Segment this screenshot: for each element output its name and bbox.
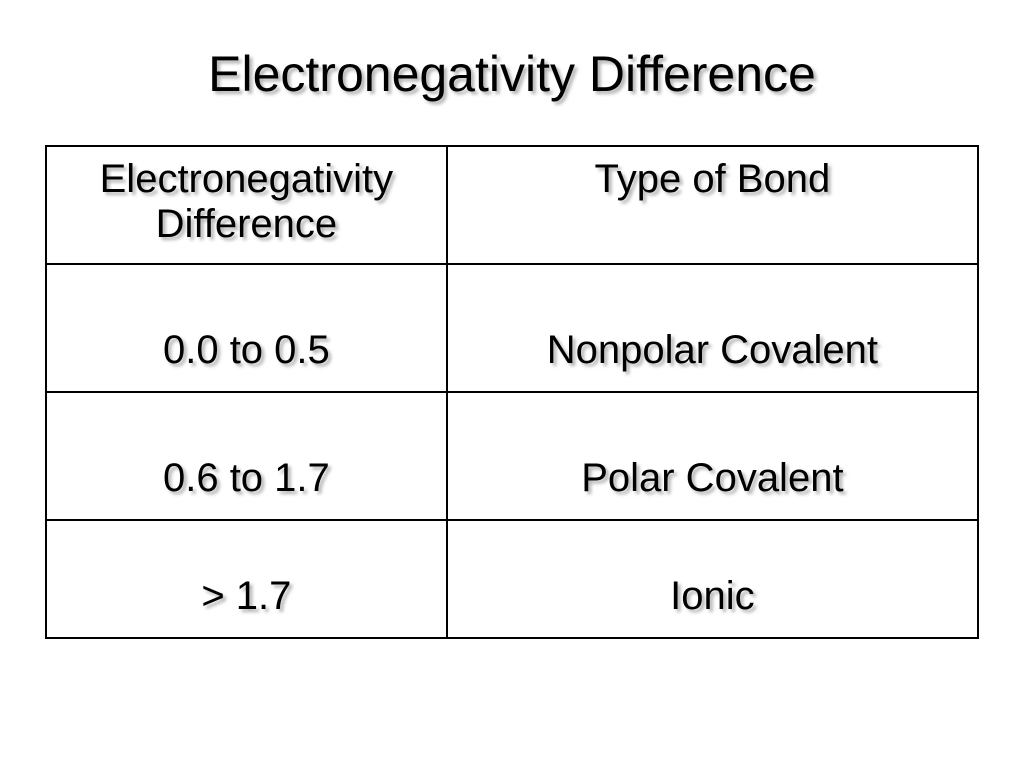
cell-bond: Nonpolar Covalent [447,264,978,392]
cell-range: 0.6 to 1.7 [46,392,447,520]
cell-range: 0.0 to 0.5 [46,264,447,392]
cell-bond: Ionic [447,520,978,638]
bond-table: Electronegativity Difference Type of Bon… [45,145,979,639]
slide-container: Electronegativity Difference Electronega… [0,0,1024,768]
table-header-row: Electronegativity Difference Type of Bon… [46,146,978,264]
table-row: 0.0 to 0.5 Nonpolar Covalent [46,264,978,392]
header-bond-type: Type of Bond [447,146,978,264]
table-row: > 1.7 Ionic [46,520,978,638]
cell-range: > 1.7 [46,520,447,638]
slide-title: Electronegativity Difference [45,45,979,103]
table-row: 0.6 to 1.7 Polar Covalent [46,392,978,520]
cell-bond: Polar Covalent [447,392,978,520]
header-electronegativity: Electronegativity Difference [46,146,447,264]
